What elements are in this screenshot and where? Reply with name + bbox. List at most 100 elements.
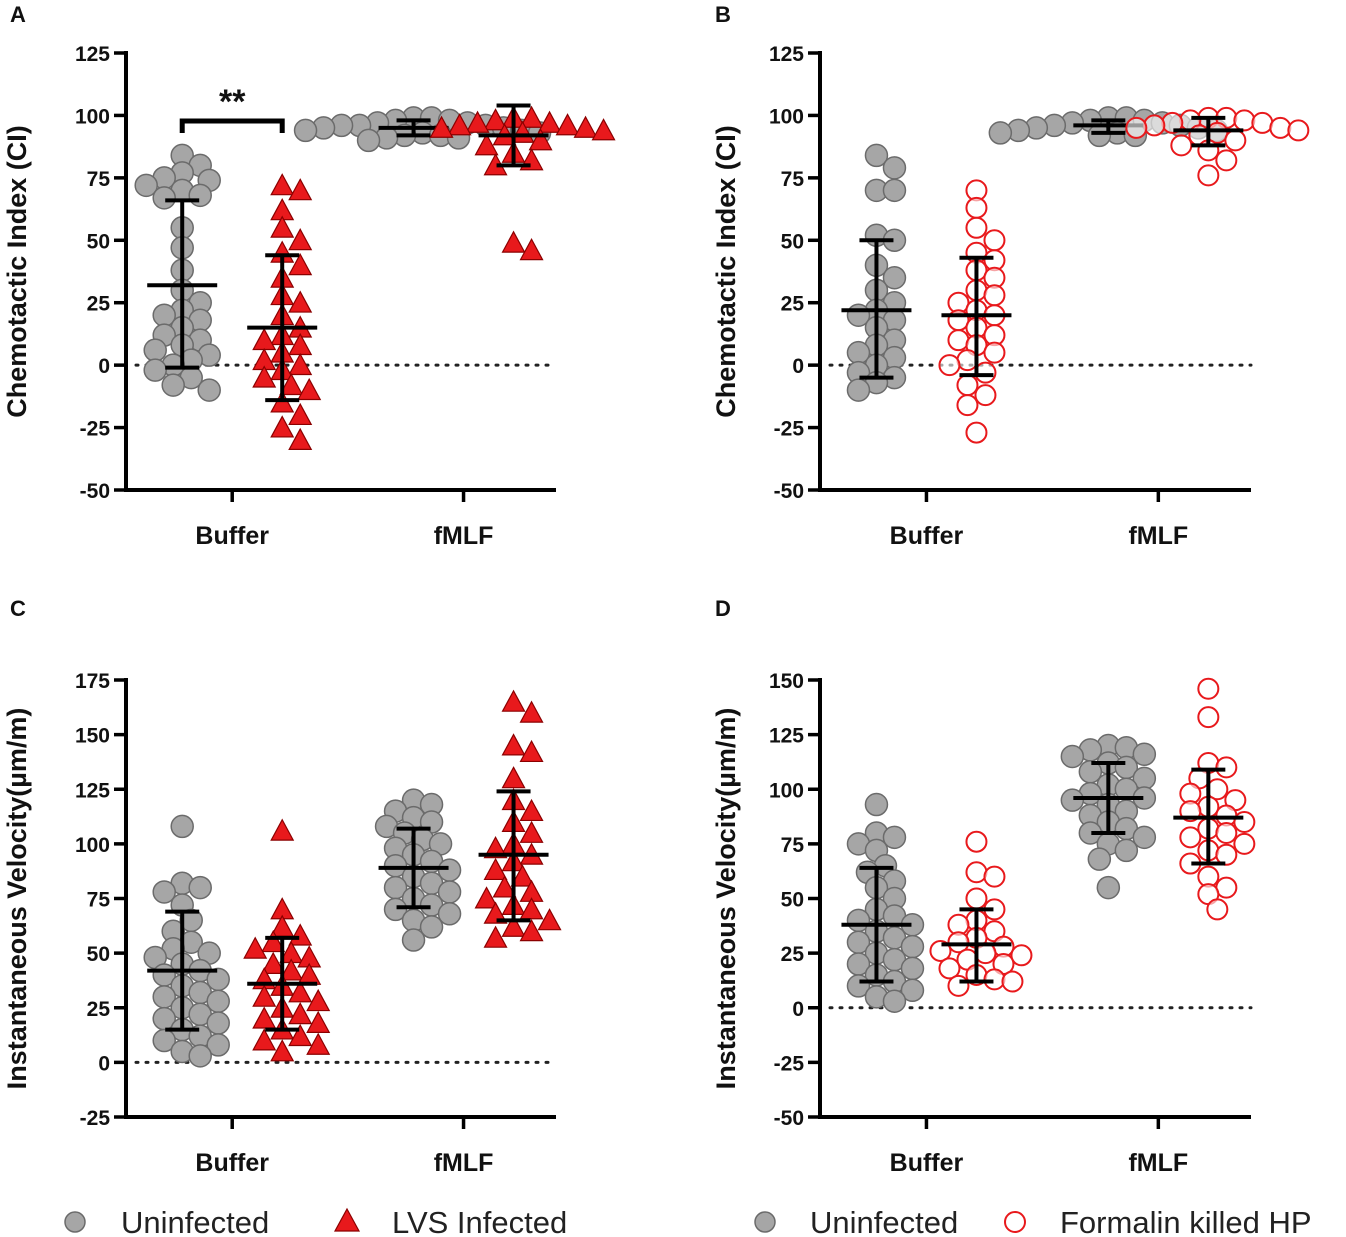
data-point (279, 958, 304, 981)
data-point (1215, 149, 1238, 172)
legend-uninfected-label: Uninfected (810, 1205, 958, 1237)
data-point (483, 901, 508, 924)
data-point (293, 118, 318, 143)
y-tick-label: 25 (781, 943, 805, 966)
data-point (483, 108, 508, 131)
data-point (938, 957, 961, 980)
data-point (288, 427, 313, 451)
panel-label: D (715, 596, 731, 621)
data-point (537, 110, 562, 133)
data-point (288, 290, 313, 313)
data-point (1143, 114, 1166, 137)
panel-label: B (715, 2, 731, 27)
y-tick-label: 25 (87, 998, 111, 1021)
data-point (983, 968, 1006, 991)
data-point (501, 914, 526, 937)
data-point (519, 897, 544, 920)
data-point (270, 415, 295, 438)
data-point (1001, 970, 1024, 993)
data-point (288, 352, 313, 376)
data-point (206, 1033, 230, 1057)
data-point (510, 864, 535, 887)
y-tick-label: -25 (80, 418, 111, 441)
data-point (519, 798, 544, 822)
y-axis-label: Instantaneous Velocity(µm/m) (2, 708, 32, 1090)
x-tick-label: fMLF (434, 522, 494, 550)
data-point (252, 984, 277, 1007)
legend-left: Uninfected LVS Infected (64, 1205, 567, 1237)
y-tick-label: 125 (769, 725, 804, 748)
data-point (1215, 756, 1238, 779)
data-point (882, 989, 907, 1013)
y-axis-label: Chemotactic Index (CI) (2, 125, 32, 418)
legend-infected-marker (333, 1207, 361, 1232)
data-point (573, 115, 598, 138)
data-point (152, 186, 176, 210)
data-point (492, 875, 517, 898)
data-point (297, 377, 322, 401)
data-point (519, 700, 544, 723)
data-point (947, 974, 970, 997)
data-point (947, 931, 970, 954)
data-point (252, 327, 277, 351)
data-point (938, 354, 961, 377)
data-point (261, 951, 286, 975)
data-point (270, 818, 295, 841)
data-point (1287, 119, 1310, 142)
x-tick-label: Buffer (195, 522, 269, 550)
data-point (537, 908, 562, 931)
y-tick-label: -25 (80, 1107, 111, 1130)
data-point (288, 980, 313, 1003)
y-tick-label: -50 (774, 480, 804, 503)
data-point (161, 373, 185, 397)
significance-label: ** (219, 83, 246, 121)
data-point (947, 309, 970, 332)
y-tick-label: 50 (781, 889, 804, 912)
data-point (1251, 111, 1274, 134)
data-point (965, 861, 988, 884)
data-point (252, 1028, 277, 1051)
data-point (288, 228, 313, 251)
data-point (1096, 875, 1121, 900)
data-point (882, 825, 907, 850)
panels: A Chemotactic Index (CI) 125 100 75 50 25 0 -25 -… (2, 2, 1310, 1177)
data-point (1215, 821, 1238, 844)
legend-hp-marker (1004, 1211, 1026, 1233)
y-tick-label: 100 (769, 779, 804, 802)
data-point (474, 886, 499, 909)
data-point (1132, 742, 1157, 767)
data-point (1197, 706, 1220, 729)
data-point (288, 252, 313, 276)
data-point (1010, 944, 1033, 967)
legend-right: Uninfected Formalin killed HP (754, 1205, 1312, 1237)
x-tick-label: Buffer (195, 1149, 269, 1177)
y-tick-label: 150 (75, 725, 110, 748)
data-point (519, 105, 544, 128)
data-point (243, 936, 268, 959)
x-tick-label: fMLF (1128, 1149, 1188, 1177)
y-tick-label: 25 (781, 293, 805, 316)
data-point (1170, 134, 1193, 157)
y-tick-label: 125 (75, 779, 110, 802)
data-point (197, 378, 221, 402)
y-axis-label: Instantaneous Velocity(µm/m) (711, 708, 741, 1090)
data-point (306, 1010, 331, 1033)
data-point (152, 1028, 176, 1053)
legend-uninfected-marker (754, 1211, 776, 1233)
panel-C: C Instantaneous Velocity(µm/m) 175 150 125 10… (2, 596, 562, 1177)
data-point (1125, 116, 1148, 139)
data-point (1224, 129, 1247, 152)
x-tick-label: Buffer (890, 522, 964, 550)
data-point (356, 128, 381, 153)
panel-label: C (10, 596, 26, 621)
panel-D: D Instantaneous Velocity(µm/m) 150 125 100 75… (711, 596, 1256, 1177)
data-point (419, 915, 444, 939)
data-point (974, 384, 997, 407)
data-point (900, 978, 925, 1003)
data-point (474, 133, 499, 156)
y-tick-label: 50 (781, 230, 804, 253)
y-tick-label: 175 (75, 670, 110, 693)
data-point (947, 329, 970, 352)
panel-A: A Chemotactic Index (CI) 125 100 75 50 25 0 -25 -… (2, 2, 616, 550)
